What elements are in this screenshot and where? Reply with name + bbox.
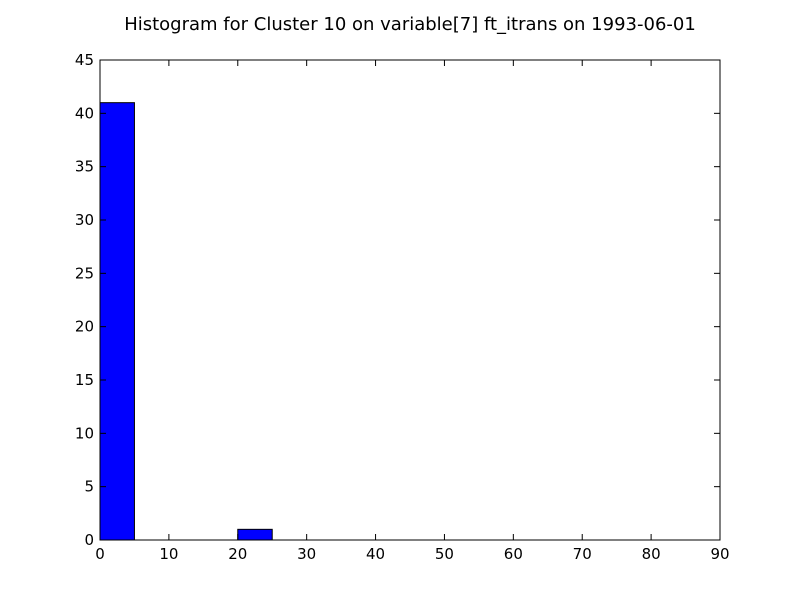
y-tick-label: 20 [75,318,94,336]
y-tick-label: 25 [75,264,94,282]
y-tick-label: 45 [75,51,94,69]
x-tick-label: 90 [710,545,729,563]
x-tick-label: 40 [366,545,385,563]
x-tick-label: 30 [297,545,316,563]
bars-group [99,102,273,541]
x-tick-label: 70 [573,545,592,563]
plot-frame [99,59,721,541]
histogram-bar [99,102,135,541]
x-tick-label: 80 [642,545,661,563]
x-tick-label: 20 [228,545,247,563]
chart-title: Histogram for Cluster 10 on variable[7] … [124,14,696,35]
x-tick-label: 60 [504,545,523,563]
x-tick-label: 10 [159,545,178,563]
y-tick-label: 5 [84,478,94,496]
y-tick-label: 10 [75,424,94,442]
x-tick-label: 0 [95,545,105,563]
y-tick-label: 40 [75,104,94,122]
y-tick-label: 15 [75,371,94,389]
y-tick-label: 35 [75,158,94,176]
histogram-bar [237,528,273,541]
ticks-group: 0 10 20 30 40 50 60 70 80 90 0 5 10 15 20 25 30 35 40 45 [75,51,730,563]
y-tick-label: 30 [75,211,94,229]
x-tick-label: 50 [435,545,454,563]
y-tick-label: 0 [84,531,94,549]
